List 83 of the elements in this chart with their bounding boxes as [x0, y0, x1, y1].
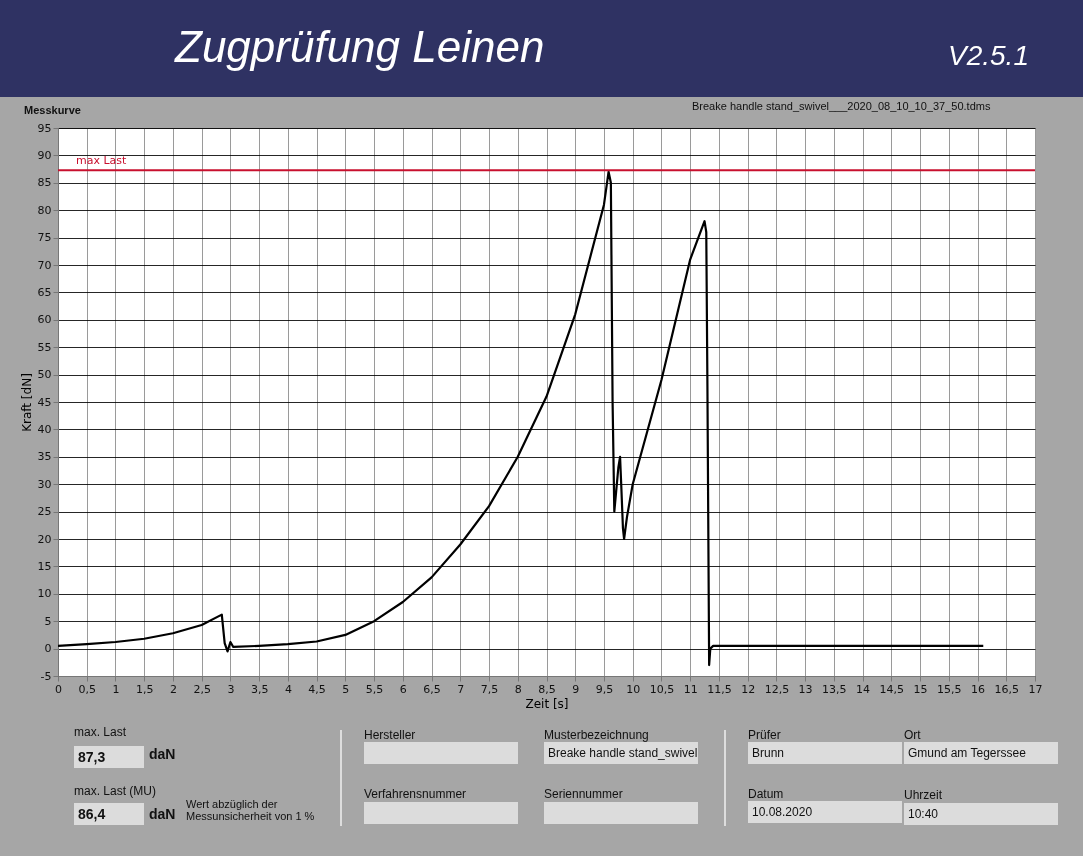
y-tick-label: 75	[37, 231, 52, 245]
text: daN	[149, 746, 176, 762]
x-tick-label: 0,5	[78, 682, 96, 696]
x-tick-label: 15	[913, 682, 928, 696]
text: max. Last	[74, 725, 127, 739]
x-tick-label: 15,5	[937, 682, 962, 696]
text: Ort	[904, 728, 921, 742]
x-tick-label: 17	[1028, 682, 1043, 696]
x-axis-title: Zeit [s]	[525, 696, 569, 711]
x-tick-label: 3	[227, 682, 235, 696]
y-tick-label: 40	[37, 422, 52, 436]
text: V2.5.1	[948, 40, 1029, 72]
y-tick-label: 35	[37, 450, 52, 464]
text: Hersteller	[364, 728, 416, 742]
y-tick-label: 45	[37, 395, 52, 409]
x-tick-label: 1	[112, 682, 120, 696]
x-tick-label: 4	[284, 682, 292, 696]
x-tick-label: 6	[399, 682, 407, 696]
chart-title: Zugprüfung Leinen	[175, 22, 545, 72]
x-tick-label: 8,5	[538, 682, 556, 696]
text: 10.08.2020	[748, 801, 902, 823]
text: Verfahrensnummer	[364, 787, 467, 801]
x-tick-label: 10	[626, 682, 641, 696]
x-tick-label: 7	[457, 682, 465, 696]
y-axis-title: Kraft [dN]	[19, 373, 34, 432]
x-tick-label: 16,5	[994, 682, 1020, 696]
text: 86,4	[74, 803, 144, 825]
text: Wert abzüglich der Messunsicherheit von 1 %	[186, 798, 316, 822]
text: Prüfer	[748, 728, 781, 742]
x-tick-label: 12	[741, 682, 756, 696]
text: Breake handle stand_swivel___2020_08_10_10_37_50.tdms	[692, 100, 991, 112]
y-tick-label: 85	[37, 176, 52, 190]
y-tick-label: 25	[37, 505, 52, 519]
x-tick-label: 3,5	[250, 682, 269, 696]
y-tick-label: 60	[37, 313, 52, 327]
text: Brunn	[748, 742, 902, 764]
text: Seriennummer	[544, 787, 623, 801]
x-tick-label: 6,5	[423, 682, 441, 696]
x-tick-label: 14	[856, 682, 871, 696]
x-tick-label: 1,5	[135, 682, 154, 696]
text: 10:40	[904, 803, 1058, 825]
x-tick-label: 5,5	[365, 682, 384, 696]
y-tick-label: 55	[37, 340, 52, 354]
x-tick-label: 13	[798, 682, 813, 696]
x-tick-label: 4,5	[308, 682, 326, 696]
x-tick-label: 14,5	[879, 682, 905, 696]
x-tick-label: 13,5	[822, 682, 847, 696]
x-tick-label: 7,5	[480, 682, 499, 696]
x-tick-label: 2	[169, 682, 177, 696]
y-tick-label: 0	[44, 642, 52, 656]
y-tick-label: 30	[37, 477, 52, 491]
x-tick-label: 11,5	[707, 682, 732, 696]
x-tick-label: 5	[342, 682, 350, 696]
y-tick-label: 10	[37, 587, 52, 601]
ref-line-label: max Last	[76, 154, 128, 168]
x-tick-label: 9,5	[595, 682, 614, 696]
y-tick-label: -5	[40, 669, 52, 683]
x-tick-label: 16	[971, 682, 986, 696]
y-tick-label: 20	[37, 532, 52, 546]
text: Datum	[748, 787, 784, 801]
y-tick-label: 15	[37, 559, 52, 573]
y-tick-label: 95	[37, 121, 52, 135]
text: Gmund am Tegerssee	[904, 742, 1058, 764]
x-tick-label: 9	[572, 682, 580, 696]
x-tick-label: 2,5	[193, 682, 211, 696]
text: Messkurve	[24, 104, 81, 116]
y-tick-label: 70	[37, 258, 52, 272]
text: Musterbezeichnung	[544, 728, 649, 742]
y-tick-label: 90	[37, 148, 52, 162]
text: max. Last (MU)	[74, 784, 157, 798]
x-tick-label: 10,5	[649, 682, 675, 696]
y-tick-label: 5	[44, 614, 52, 628]
text: daN	[149, 806, 176, 822]
x-tick-label: 12,5	[764, 682, 790, 696]
x-tick-label: 11	[683, 682, 698, 696]
x-tick-label: 8	[514, 682, 522, 696]
y-tick-label: 50	[37, 368, 52, 382]
text: 87,3	[74, 746, 144, 768]
y-tick-label: 80	[37, 203, 52, 217]
x-tick-label: 0	[55, 682, 62, 696]
y-tick-label: 65	[37, 285, 52, 299]
text: Breake handle stand_swivel	[544, 742, 698, 764]
text: Uhrzeit	[904, 788, 943, 802]
